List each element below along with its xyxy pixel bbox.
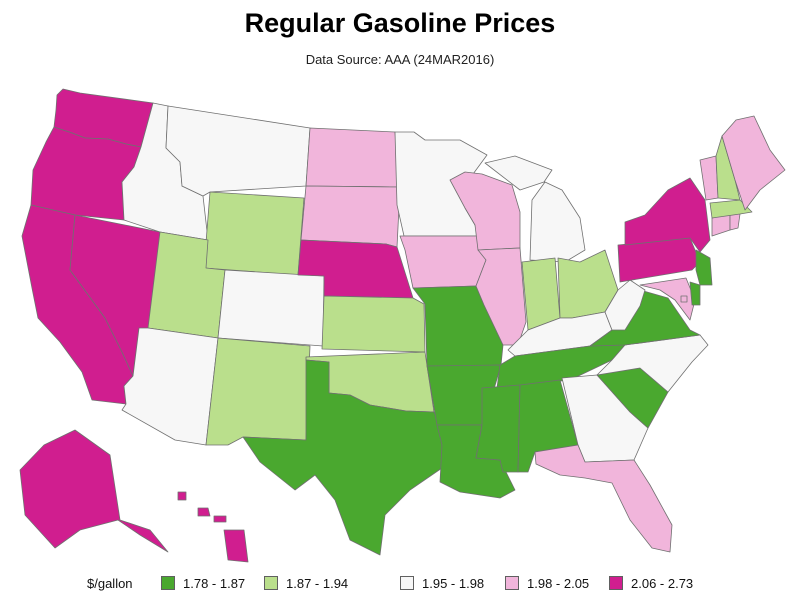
- state-in: [521, 257, 561, 331]
- state-mt: [165, 105, 311, 197]
- map-subtitle: Data Source: AAA (24MAR2016): [305, 52, 495, 67]
- state-nm: [205, 337, 311, 446]
- state-wi: [449, 171, 521, 251]
- legend-label: 1.95 - 1.98: [422, 576, 485, 591]
- state-sd: [300, 185, 401, 248]
- legend-title: $/gallon: [87, 576, 133, 591]
- legend-label: 1.87 - 1.94: [286, 576, 349, 591]
- legend-swatch: [400, 576, 414, 590]
- map-title: Regular Gasoline Prices: [244, 8, 556, 38]
- state-ri: [729, 213, 741, 231]
- state-md: [639, 277, 696, 321]
- state-ak: [19, 429, 169, 553]
- legend-swatch: [505, 576, 519, 590]
- state-nc: [596, 334, 709, 393]
- state-ny: [624, 177, 711, 253]
- state-co: [217, 269, 325, 347]
- state-dc: [680, 295, 688, 303]
- state-ks: [321, 295, 426, 353]
- state-ma: [709, 199, 753, 219]
- state-wy: [203, 191, 305, 276]
- state-wv: [604, 279, 646, 331]
- legend-label: 1.98 - 2.05: [527, 576, 590, 591]
- state-nh: [715, 135, 741, 201]
- state-tx: [242, 359, 443, 556]
- state-il: [475, 247, 527, 346]
- state-hi: [177, 491, 249, 563]
- state-az: [121, 327, 219, 446]
- legend: $/gallon 1.78 - 1.87 1.87 - 1.94 1.95 - …: [0, 572, 800, 592]
- legend-label: 2.06 - 2.73: [631, 576, 694, 591]
- state-vt: [699, 155, 719, 201]
- legend-swatch: [161, 576, 175, 590]
- state-de: [689, 281, 701, 306]
- state-ms: [475, 384, 521, 473]
- state-fl: [534, 444, 673, 553]
- state-me: [721, 115, 786, 211]
- legend-label: 1.78 - 1.87: [183, 576, 246, 591]
- legend-swatch: [264, 576, 278, 590]
- state-ia: [399, 235, 487, 289]
- state-nj: [695, 249, 713, 286]
- legend-swatch: [609, 576, 623, 590]
- state-nd: [305, 127, 401, 188]
